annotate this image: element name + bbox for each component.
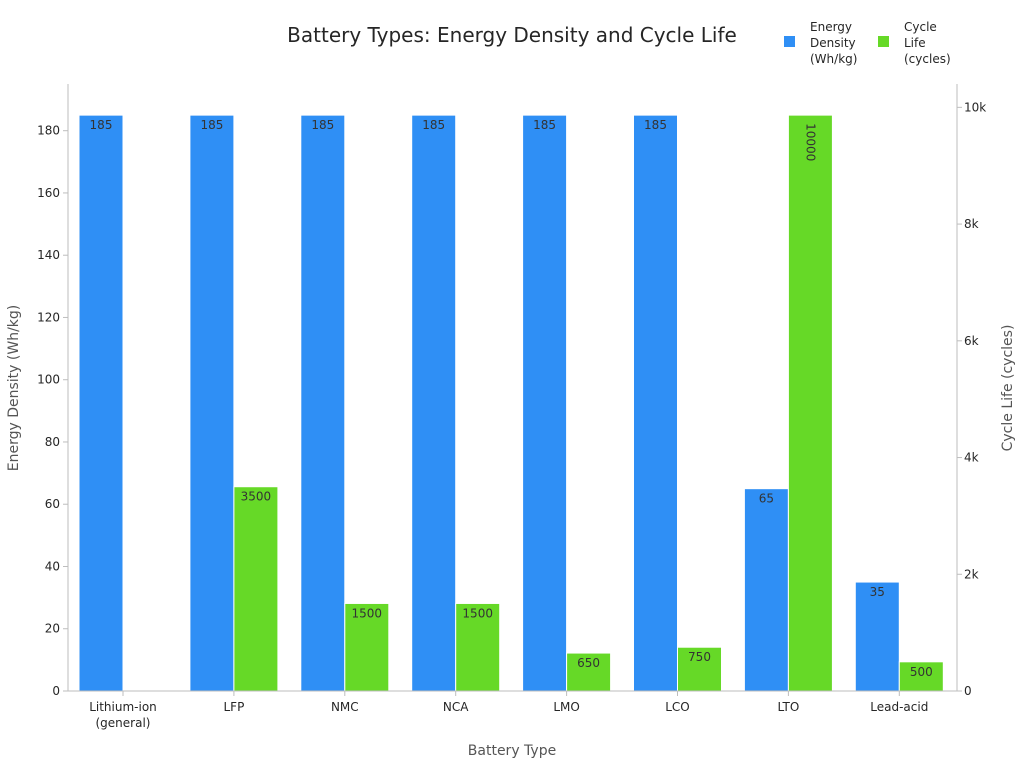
chart-title: Battery Types: Energy Density and Cycle … bbox=[287, 23, 737, 47]
left-y-tick-label: 120 bbox=[37, 310, 60, 324]
cycle-life-bar bbox=[233, 486, 279, 692]
left-y-tick-label: 0 bbox=[52, 684, 60, 698]
x-tick-label: NMC bbox=[331, 700, 359, 714]
energy-density-bar bbox=[411, 114, 457, 692]
x-tick-label: LCO bbox=[665, 700, 690, 714]
legend-label: Energy bbox=[810, 20, 852, 34]
x-tick-label: Lithium-ion bbox=[89, 700, 157, 714]
legend-swatch bbox=[784, 36, 795, 47]
cycle-life-label: 1500 bbox=[352, 606, 383, 620]
energy-density-label: 185 bbox=[422, 118, 445, 132]
x-tick-label: NCA bbox=[443, 700, 469, 714]
cycle-life-bar bbox=[898, 661, 944, 692]
legend-swatch bbox=[878, 36, 889, 47]
right-y-tick-label: 4k bbox=[964, 451, 979, 465]
left-y-tick-label: 20 bbox=[45, 622, 60, 636]
left-y-tick-label: 160 bbox=[37, 186, 60, 200]
energy-density-label: 185 bbox=[644, 118, 667, 132]
right-y-tick-label: 6k bbox=[964, 334, 979, 348]
legend-label: Cycle bbox=[904, 20, 937, 34]
bars-group: 185 185 3500 185 1500 185 1500 185 650 185 750 65 10… bbox=[78, 114, 944, 692]
cycle-life-label: 750 bbox=[688, 650, 711, 664]
energy-density-label: 35 bbox=[870, 585, 885, 599]
cycle-life-label: 10000 bbox=[803, 123, 817, 161]
right-y-tick-label: 8k bbox=[964, 217, 979, 231]
energy-density-bar bbox=[189, 114, 235, 692]
cycle-life-label: 3500 bbox=[241, 490, 272, 504]
energy-density-label: 185 bbox=[200, 118, 223, 132]
cycle-life-label: 500 bbox=[910, 665, 933, 679]
energy-density-label: 185 bbox=[90, 118, 113, 132]
cycle-life-label: 650 bbox=[577, 656, 600, 670]
right-y-tick-label: 10k bbox=[964, 100, 986, 114]
energy-density-bar bbox=[633, 114, 678, 692]
left-axis-title: Energy Density (Wh/kg) bbox=[6, 305, 22, 472]
x-tick-label: Lead-acid bbox=[870, 700, 928, 714]
legend-label: Life bbox=[904, 36, 926, 50]
left-y-tick-label: 180 bbox=[37, 124, 60, 138]
left-y-tick-label: 80 bbox=[45, 435, 60, 449]
axes-group: Lithium-ion (general) LFP NMC NCA LMO LCO LTO Le… bbox=[37, 84, 986, 730]
energy-density-label: 185 bbox=[311, 118, 334, 132]
energy-density-bar bbox=[78, 114, 124, 692]
x-tick-label: LTO bbox=[777, 700, 799, 714]
legend-label: (Wh/kg) bbox=[810, 52, 857, 66]
left-y-tick-label: 140 bbox=[37, 248, 60, 262]
energy-density-bar bbox=[522, 114, 568, 692]
x-tick-label: (general) bbox=[96, 716, 151, 730]
cycle-life-bar bbox=[344, 602, 390, 692]
right-y-tick-label: 2k bbox=[964, 567, 979, 581]
legend-label: Density bbox=[810, 36, 856, 50]
x-axis-title: Battery Type bbox=[468, 743, 556, 759]
left-y-tick-label: 60 bbox=[45, 497, 60, 511]
energy-density-label: 185 bbox=[533, 118, 556, 132]
cycle-life-bar bbox=[677, 646, 722, 692]
energy-density-label: 65 bbox=[759, 492, 774, 506]
cycle-life-bar bbox=[787, 114, 833, 692]
cycle-life-label: 1500 bbox=[462, 606, 493, 620]
right-y-tick-label: 0 bbox=[964, 684, 972, 698]
cycle-life-bar bbox=[455, 602, 501, 692]
right-axis-title: Cycle Life (cycles) bbox=[1000, 325, 1016, 452]
left-y-tick-label: 100 bbox=[37, 373, 60, 387]
legend-label: (cycles) bbox=[904, 52, 951, 66]
x-tick-label: LFP bbox=[223, 700, 244, 714]
legend: Energy Density (Wh/kg) Cycle Life (cycles) bbox=[784, 20, 951, 66]
energy-density-bar bbox=[743, 488, 789, 692]
x-tick-label: LMO bbox=[553, 700, 579, 714]
energy-density-bar bbox=[300, 114, 346, 692]
left-y-tick-label: 40 bbox=[45, 559, 60, 573]
